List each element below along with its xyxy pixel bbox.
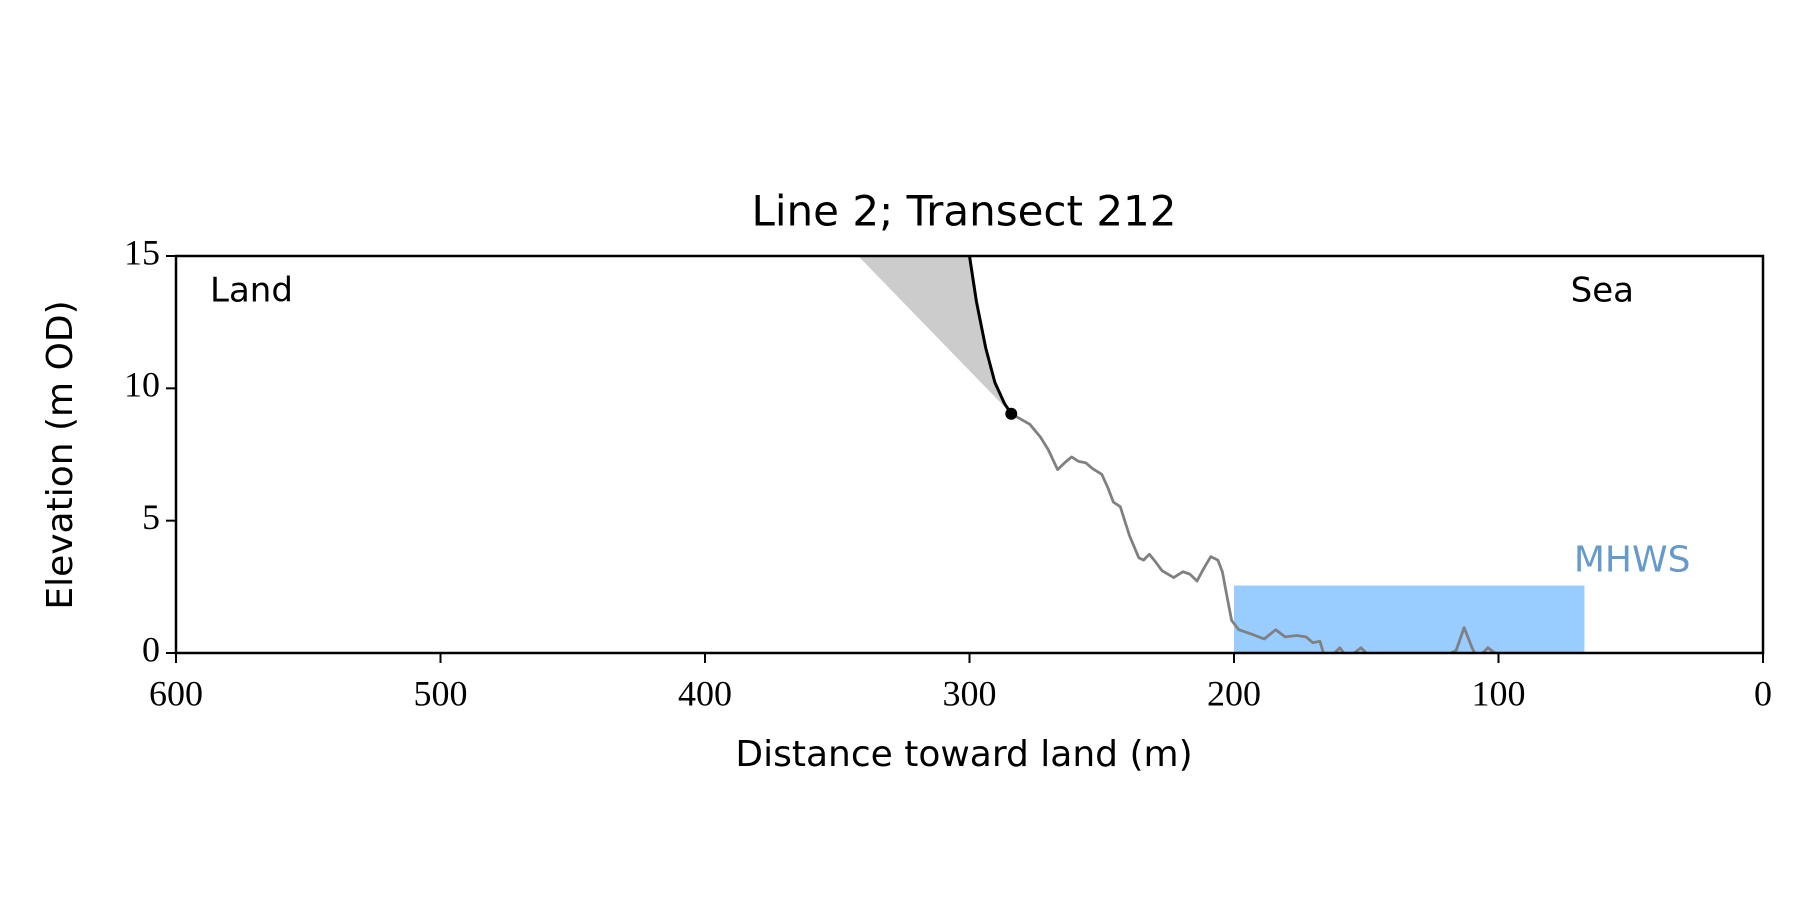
mhws-band <box>1234 585 1585 653</box>
x-tick-label: 300 <box>943 673 997 713</box>
cliff-top-point <box>1005 407 1018 420</box>
y-axis-label: Elevation (m OD) <box>40 300 81 609</box>
plot-area <box>858 256 1585 653</box>
chart-title: Line 2; Transect 212 <box>751 187 1176 236</box>
profile-line <box>1010 412 1498 653</box>
y-tick-label: 0 <box>142 629 160 669</box>
x-tick-label: 500 <box>414 673 468 713</box>
y-tick-label: 5 <box>142 497 160 537</box>
shaded-area <box>858 256 1012 414</box>
y-tick-label: 15 <box>124 232 160 272</box>
x-tick-label: 200 <box>1207 673 1261 713</box>
mhws-label: MHWS <box>1574 540 1691 581</box>
x-axis-label: Distance toward land (m) <box>735 734 1192 775</box>
y-tick-label: 10 <box>124 365 160 405</box>
x-tick-label: 100 <box>1472 673 1526 713</box>
overlay: MHWS <box>1005 407 1691 581</box>
x-tick-label: 400 <box>678 673 732 713</box>
annotation: Sea <box>1571 271 1634 311</box>
x-tick-label: 0 <box>1754 673 1772 713</box>
annotation: Land <box>210 271 293 311</box>
cliff-line <box>968 256 1013 415</box>
x-tick-label: 600 <box>149 673 203 713</box>
